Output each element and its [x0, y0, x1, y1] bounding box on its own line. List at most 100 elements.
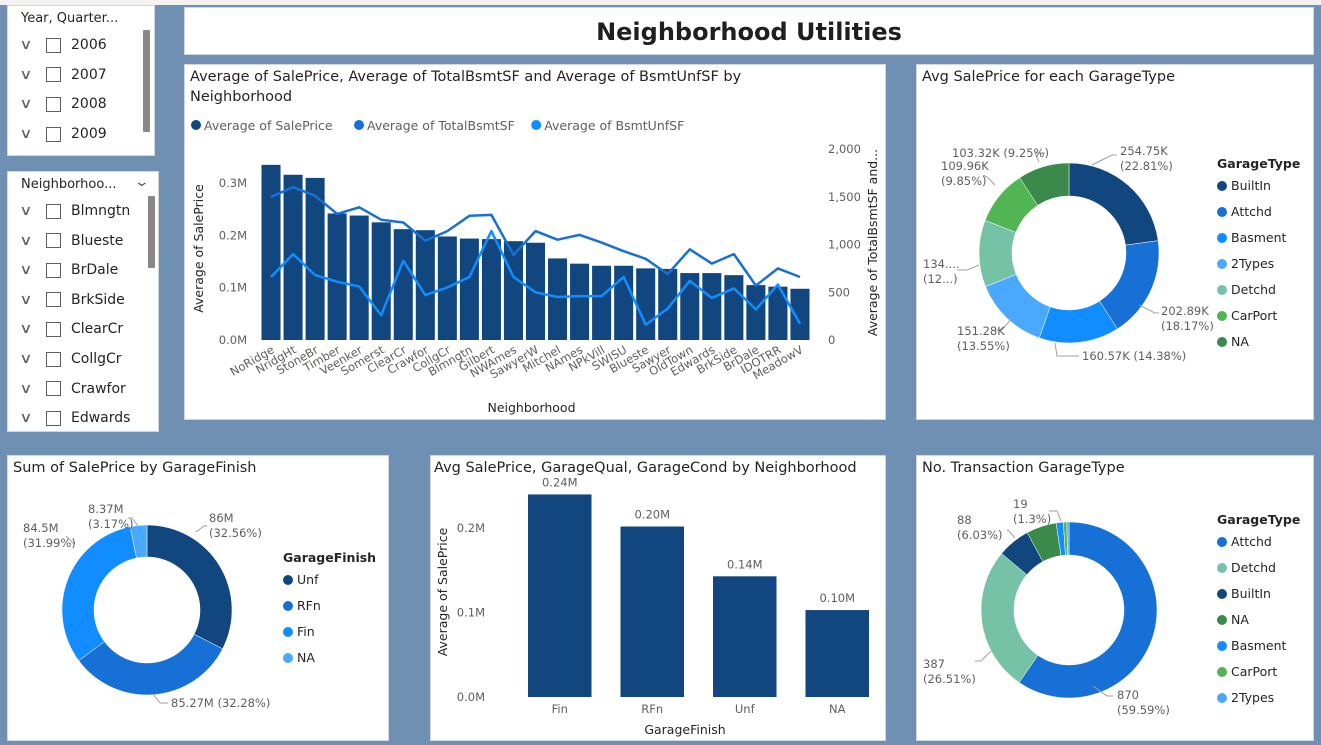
neighborhood-item-crawfor[interactable]: ∨ Crawfor	[19, 378, 126, 400]
neighborhood-item-collgcr[interactable]: ∨ CollgCr	[19, 348, 122, 370]
neighborhood-item-brdale[interactable]: ∨ BrDale	[19, 259, 118, 281]
data-label: (1.3%)	[1013, 512, 1051, 526]
legend-title: GarageType	[1217, 156, 1300, 171]
expand-chevron-icon[interactable]: ∨	[19, 262, 33, 279]
garagetype-count-donut-chart[interactable]: No. Transaction GarageType GarageType Attc…	[917, 456, 1315, 742]
y-tick-label: 0.1M	[219, 281, 247, 295]
expand-chevron-icon[interactable]: ∨	[19, 203, 33, 219]
expand-chevron-icon[interactable]: ∨	[19, 66, 33, 83]
data-label: 160.57K (14.38%)	[1082, 349, 1186, 363]
checkbox[interactable]	[46, 233, 61, 249]
neighborhood-slicer-scrollbar[interactable]	[148, 196, 155, 268]
year-item-2006[interactable]: ∨ 2006	[19, 34, 106, 56]
bar-saleprice	[283, 174, 303, 340]
neighborhood-item-clearcr[interactable]: ∨ ClearCr	[19, 318, 123, 340]
legend-marker	[1217, 181, 1227, 191]
checkbox[interactable]	[46, 262, 61, 278]
bar-saleprice	[636, 268, 656, 340]
checkbox[interactable]	[46, 37, 61, 53]
expand-chevron-icon[interactable]: ∨	[19, 410, 33, 427]
year-item-2007[interactable]: ∨ 2007	[19, 64, 107, 86]
chevron-down-icon[interactable]: ⌄	[133, 174, 151, 190]
year-item-label: 2007	[71, 66, 107, 83]
data-label: 254.75K	[1120, 144, 1168, 158]
legend-marker	[191, 120, 201, 130]
bar-saleprice	[327, 213, 347, 340]
neighborhood-item-blueste[interactable]: ∨ Blueste	[19, 230, 123, 252]
legend-entry: Detchd	[1231, 560, 1276, 575]
data-label: 19	[1013, 497, 1028, 511]
garagetype-avg-donut-chart[interactable]: Avg SalePrice for each GarageType GarageT…	[917, 65, 1315, 421]
year-item-2009[interactable]: ∨ 2009	[19, 123, 107, 145]
legend-title: GarageFinish	[283, 550, 376, 565]
checkbox[interactable]	[46, 203, 61, 219]
data-label: 88	[957, 513, 972, 527]
expand-chevron-icon[interactable]: ∨	[19, 380, 33, 397]
legend-entry: Basment	[1231, 638, 1287, 653]
data-label: 8.37M	[88, 502, 124, 516]
checkbox[interactable]	[46, 292, 61, 308]
checkbox[interactable]	[46, 381, 61, 397]
x-axis-title: GarageFinish	[644, 722, 725, 737]
garagefinish-bar-chart[interactable]: Avg SalePrice, GarageQual, GarageCond by…	[431, 456, 887, 742]
bar-saleprice	[393, 229, 413, 340]
year-item-label: 2009	[71, 126, 107, 143]
neighborhood-item-label: CollgCr	[71, 351, 122, 367]
checkbox[interactable]	[46, 351, 61, 367]
data-label: 870	[1117, 688, 1139, 702]
y2-tick-label: 1,000	[828, 238, 861, 252]
expand-chevron-icon[interactable]: ∨	[19, 291, 33, 308]
y2-axis-title: Average of TotalBsmtSF and...	[865, 149, 880, 336]
checkbox[interactable]	[46, 410, 61, 426]
data-label: (26.51%)	[923, 672, 976, 686]
garagefinish-sum-donut-chart[interactable]: Sum of SalePrice by GarageFinish GarageFi…	[8, 456, 390, 742]
neighborhood-item-edwards[interactable]: ∨ Edwards	[19, 407, 131, 429]
neighborhood-item-brkside[interactable]: ∨ BrkSide	[19, 289, 124, 311]
neighborhood-item-label: Crawfor	[71, 380, 126, 397]
expand-chevron-icon[interactable]: ∨	[19, 232, 33, 249]
year-item-2008[interactable]: ∨ 2008	[19, 93, 106, 115]
neighborhood-combo-chart[interactable]: Average of SalePrice, Average of TotalBs…	[185, 65, 887, 421]
year-slicer-scrollbar[interactable]	[143, 30, 150, 132]
y-tick-label: 0.0M	[219, 333, 247, 347]
legend-marker	[354, 120, 364, 130]
bar-saleprice	[349, 215, 369, 340]
bar-saleprice	[768, 286, 788, 340]
neighborhood-item-label: Edwards	[71, 410, 131, 427]
legend-entry: NA	[1231, 612, 1249, 627]
bar-saleprice	[592, 265, 612, 340]
slice-na	[129, 524, 148, 559]
line-average-of-totalbsmtsf	[270, 185, 801, 287]
legend-marker	[1217, 285, 1227, 295]
neighborhood-slicer-title: Neighborhoo...	[21, 177, 117, 192]
x-tick-label: NA	[829, 702, 846, 716]
y-tick-label: 0.2M	[457, 521, 485, 535]
data-label: 0.14M	[727, 557, 763, 571]
data-label: 0.24M	[542, 475, 578, 489]
legend-entry: Attchd	[1231, 204, 1272, 219]
slice-builtin	[1068, 162, 1159, 246]
leader-line	[1138, 304, 1159, 314]
checkbox[interactable]	[46, 321, 61, 337]
garagefinish-bar-panel: Avg SalePrice, GarageQual, GarageCond by…	[430, 455, 886, 741]
legend-entry: CarPort	[1231, 664, 1277, 679]
expand-chevron-icon[interactable]: ∨	[19, 351, 33, 367]
bar-saleprice	[570, 263, 590, 340]
x-tick-label: Unf	[735, 702, 756, 716]
ribbon-strip	[0, 0, 1321, 5]
legend-entry: NA	[1231, 334, 1249, 349]
expand-chevron-icon[interactable]: ∨	[19, 321, 33, 338]
checkbox[interactable]	[46, 96, 61, 112]
neighborhood-combo-chart-panel: Average of SalePrice, Average of TotalBs…	[184, 64, 886, 420]
checkbox[interactable]	[46, 67, 61, 83]
expand-chevron-icon[interactable]: ∨	[19, 37, 33, 53]
leader-line	[195, 525, 207, 533]
legend-marker	[1217, 615, 1227, 625]
neighborhood-item-blmngtn[interactable]: ∨ Blmngtn	[19, 200, 130, 222]
y2-tick-label: 0	[828, 333, 835, 347]
checkbox[interactable]	[46, 126, 61, 142]
expand-chevron-icon[interactable]: ∨	[19, 126, 33, 143]
leader-line	[1054, 342, 1079, 357]
expand-chevron-icon[interactable]: ∨	[19, 96, 33, 113]
data-label: 202.89K	[1161, 304, 1209, 318]
